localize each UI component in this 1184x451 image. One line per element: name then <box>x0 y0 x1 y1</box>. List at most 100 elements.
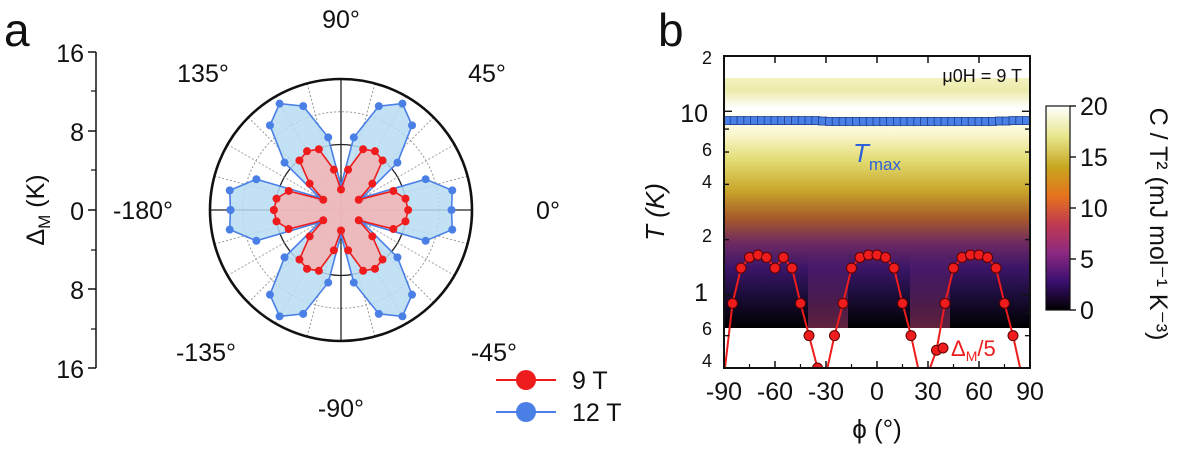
polar-point-12T <box>299 102 308 111</box>
polar-point-12T <box>374 309 383 318</box>
y-major-label: 10 <box>680 100 708 128</box>
x-ticks: -90 -60 -30 0 30 60 90 <box>706 56 1044 406</box>
y-minor-label: 2 <box>702 48 712 68</box>
polar-point-9T <box>378 255 387 264</box>
polar-point-9T <box>329 246 338 255</box>
polar-point-12T <box>447 206 456 214</box>
polar-point-12T <box>324 133 333 142</box>
x-tick-label: 0 <box>870 378 884 406</box>
legend-label-9T: 9 T <box>572 367 608 395</box>
x-axis-title: ϕ (°) <box>852 414 902 444</box>
deltam-point <box>761 251 772 263</box>
polar-point-9T <box>378 156 387 165</box>
field-annotation: μ0H = 9 T <box>942 66 1022 86</box>
tmax-label: Tmax <box>853 138 902 174</box>
x-tick-label: 30 <box>914 378 942 406</box>
deltam-point <box>786 262 798 274</box>
polar-point-9T <box>303 264 312 273</box>
colorbar-tick-label: 15 <box>1080 144 1108 172</box>
heatmap-background <box>724 78 1030 328</box>
polar-point-12T <box>265 121 274 130</box>
colorbar-tick-label: 10 <box>1080 195 1108 223</box>
y-minor-label: 6 <box>702 319 712 339</box>
heatmap-valley <box>910 250 950 328</box>
polar-point-9T <box>354 216 363 225</box>
legend-marker-12T <box>516 402 536 422</box>
deltam-point <box>888 262 900 274</box>
polar-point-9T <box>272 217 281 226</box>
radial-tick-label: 8 <box>70 277 84 305</box>
deltam-point <box>803 330 815 342</box>
polar-point-12T <box>252 236 261 245</box>
heatmap-valley <box>808 250 848 328</box>
x-tick-label: -60 <box>757 378 793 406</box>
deltam-point <box>778 251 789 263</box>
deltam-point <box>905 330 917 342</box>
deltam-point <box>795 297 806 309</box>
polar-series <box>225 99 457 321</box>
legend-label-12T: 12 T <box>572 399 622 427</box>
deltam-point <box>812 362 823 368</box>
polar-point-12T <box>374 102 383 111</box>
panel-label-a: a <box>4 4 30 56</box>
deltam-point <box>837 297 849 309</box>
polar-point-12T <box>275 99 284 108</box>
polar-point-12T <box>324 278 333 287</box>
angle-label: 135° <box>177 60 229 88</box>
polar-point-12T <box>265 290 274 299</box>
polar-point-9T <box>314 145 323 154</box>
y-minor-label: 4 <box>702 351 712 371</box>
x-tick-label: 60 <box>965 378 993 406</box>
polar-point-12T <box>393 158 402 167</box>
polar-point-9T <box>354 195 363 204</box>
polar-point-12T <box>225 225 234 234</box>
polar-point-9T <box>401 217 410 226</box>
polar-point-9T <box>344 165 353 174</box>
deltam-point <box>999 297 1010 309</box>
radial-tick-label: 16 <box>56 40 84 68</box>
angle-label: -90° <box>318 395 364 423</box>
polar-point-9T <box>319 195 328 204</box>
y-major-label: 1 <box>694 279 708 307</box>
angle-label: -135° <box>176 339 236 367</box>
deltam-label: ΔM/5 <box>951 336 996 364</box>
colorbar-tick-label: 5 <box>1080 246 1094 274</box>
deltam-point <box>769 262 781 274</box>
polar-point-9T <box>401 194 410 203</box>
polar-point-9T <box>305 232 314 241</box>
polar-outer-ring <box>208 77 474 343</box>
polar-point-9T <box>370 264 379 273</box>
deltam-point <box>1007 330 1019 342</box>
heatmap-chart: 2 10 6 4 2 1 6 4 T (K) -90 -60 -30 0 30 60 90 … <box>640 48 1044 444</box>
angle-label: 0° <box>536 197 560 225</box>
tmax-point <box>1022 116 1030 125</box>
legend: 9 T 12 T <box>496 367 622 427</box>
x-tick-label: -30 <box>808 378 844 406</box>
radial-tick-label: 0 <box>70 198 84 226</box>
radial-tick-label: 8 <box>70 119 84 147</box>
polar-point-12T <box>349 278 358 287</box>
deltam-point <box>735 262 747 274</box>
panel-label-b: b <box>658 4 684 56</box>
y-axis-title: T (K) <box>640 183 670 241</box>
deltam-point <box>939 297 951 309</box>
polar-point-9T <box>370 147 379 156</box>
colorbar-ticks: 20 15 10 5 0 <box>1070 93 1108 325</box>
colorbar-tick-label: 20 <box>1080 93 1108 121</box>
deltam-point <box>990 262 1002 274</box>
deltam-point <box>829 330 840 342</box>
colorbar-tick-label: 0 <box>1080 297 1094 325</box>
polar-point-9T <box>359 266 368 275</box>
polar-point-9T <box>314 266 323 275</box>
polar-point-12T <box>398 99 407 108</box>
deltam-point <box>982 251 993 263</box>
polar-point-12T <box>225 186 234 195</box>
polar-point-12T <box>349 133 358 142</box>
angle-label: -180° <box>113 197 173 225</box>
polar-point-9T <box>337 226 345 235</box>
radial-tick-label: 16 <box>56 356 84 384</box>
polar-point-9T <box>359 145 368 154</box>
deltam-legend-marker <box>937 342 949 354</box>
radial-axis-title: ΔM (K) <box>22 174 54 245</box>
